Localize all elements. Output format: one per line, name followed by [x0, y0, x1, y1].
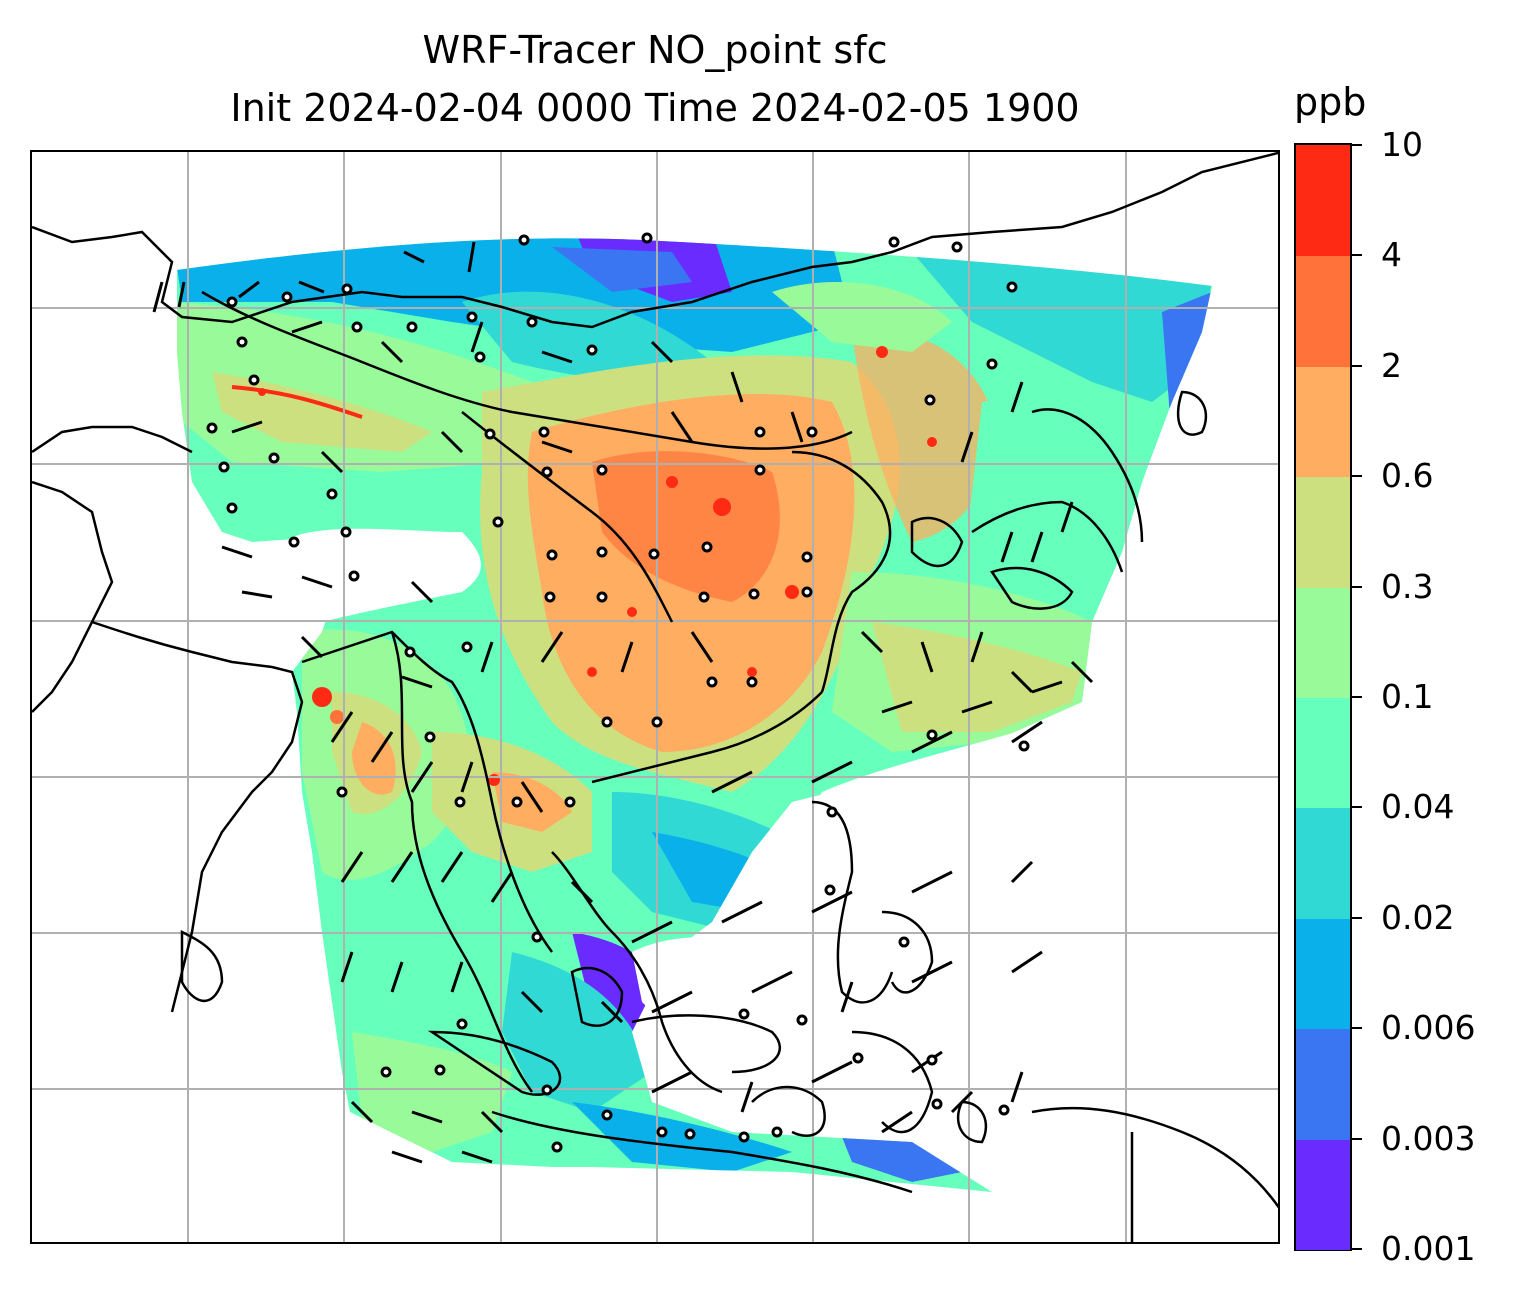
coastlines [32, 152, 1278, 1242]
colorbar-tick-label: 0.3 [1381, 566, 1434, 606]
map-panel [30, 150, 1280, 1244]
colorbar-tick [1352, 1027, 1362, 1030]
colorbar-segment [1296, 1138, 1350, 1250]
colorbar-unit: ppb [1294, 80, 1367, 124]
colorbar-tick [1352, 916, 1362, 919]
colorbar-tick [1352, 1248, 1362, 1250]
colorbar-tick-label: 2 [1381, 345, 1402, 385]
colorbar-segment [1296, 807, 1350, 919]
colorbar-segment [1296, 255, 1350, 367]
colorbar-tick [1352, 144, 1362, 146]
colorbar-tick-label: 0.02 [1381, 897, 1455, 937]
wind-barbs [152, 241, 1094, 1164]
colorbar-tick [1352, 585, 1362, 588]
colorbar-tick-label: 0.001 [1381, 1229, 1476, 1268]
colorbar-tick [1352, 254, 1362, 257]
colorbar-segment [1296, 586, 1350, 698]
chart-subtitle: Init 2024-02-04 0000 Time 2024-02-05 190… [230, 86, 1080, 130]
colorbar-tick [1352, 475, 1362, 478]
colorbar-tick-label: 0.003 [1381, 1118, 1476, 1158]
colorbar-segment [1296, 145, 1350, 257]
colorbar-tick [1352, 696, 1362, 698]
chart-title: WRF-Tracer NO_point sfc [422, 28, 888, 72]
colorbar-segment [1296, 697, 1350, 809]
colorbar-tick-label: 0.04 [1381, 787, 1455, 827]
colorbar-tick [1352, 1137, 1362, 1140]
colorbar-segment [1296, 476, 1350, 588]
colorbar-tick [1352, 806, 1362, 809]
colorbar-tick [1352, 364, 1362, 367]
colorbar-tick-label: 4 [1381, 235, 1402, 275]
colorbar [1294, 143, 1352, 1251]
colorbar-segment [1296, 365, 1350, 478]
colorbar-tick-label: 0.1 [1381, 677, 1434, 716]
colorbar-tick-label: 0.006 [1381, 1008, 1476, 1048]
calm-markers [206, 232, 1030, 1153]
map-canvas [32, 152, 1278, 1242]
colorbar-tick-label: 0.6 [1381, 456, 1434, 496]
colorbar-segment [1296, 1028, 1350, 1140]
colorbar-segment [1296, 917, 1350, 1030]
colorbar-tick-label: 10 [1381, 125, 1423, 164]
